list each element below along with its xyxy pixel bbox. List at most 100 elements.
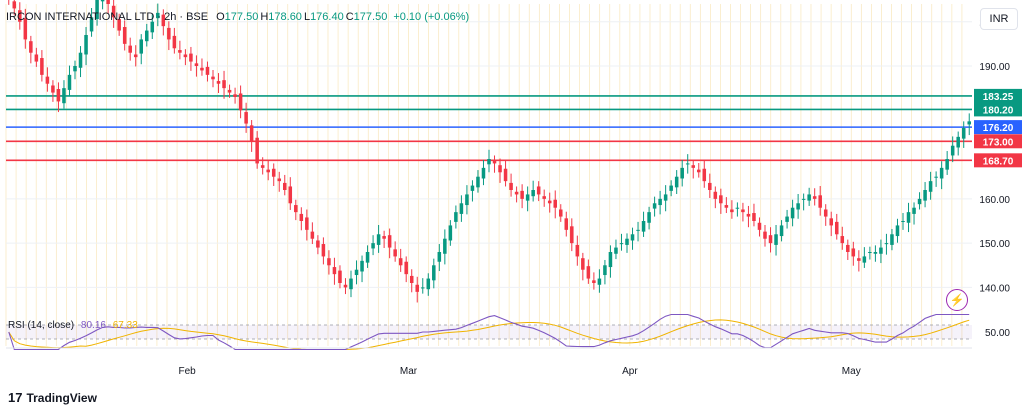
candle-body: [409, 275, 414, 283]
candle-body: [741, 209, 745, 213]
candle-body: [161, 14, 166, 27]
rsi-header: RSI (14, close) 80.16 67.33: [8, 320, 138, 331]
candle-body: [222, 80, 226, 89]
rsi-value: 80.16: [80, 320, 106, 331]
candle-body: [294, 205, 298, 213]
tradingview-logo[interactable]: 17 TradingView: [8, 390, 97, 405]
candle-body: [630, 234, 635, 241]
candle-body: [807, 194, 811, 201]
candle-body: [801, 198, 806, 200]
candle-body: [122, 27, 127, 44]
candle-body: [448, 225, 453, 241]
tv-logo-text: TradingView: [26, 390, 97, 405]
candle-body: [310, 231, 315, 239]
tv-logo-icon: 17: [8, 390, 23, 405]
candle-body: [117, 19, 121, 31]
symbol-header: IRCON INTERNATIONAL LTD · 2h · BSE O 177…: [6, 6, 469, 28]
candle-body: [823, 209, 828, 217]
candle-body: [895, 225, 900, 237]
level-badge: [974, 134, 1022, 149]
candle-body: [211, 76, 215, 80]
candle-body: [663, 194, 668, 201]
candle-body: [917, 198, 922, 205]
candle-body: [614, 247, 618, 254]
level-badge: [974, 120, 1022, 135]
candle-body: [713, 191, 718, 199]
candle-body: [525, 194, 530, 201]
candle-body: [365, 252, 370, 263]
rsi-ma-line: [8, 319, 970, 350]
candle-body: [194, 63, 199, 66]
symbol-title[interactable]: IRCON INTERNATIONAL LTD · 2h · BSE: [6, 11, 209, 23]
candle-body: [415, 284, 420, 292]
rsi-label[interactable]: RSI (14, close): [8, 320, 75, 331]
candle-body: [890, 234, 894, 245]
candle-body: [89, 17, 94, 32]
candle-body: [387, 235, 392, 248]
candle-body: [846, 244, 850, 252]
lightning-icon[interactable]: ⚡: [946, 289, 968, 311]
close-value: 177.50: [353, 11, 388, 23]
candle-body: [763, 231, 767, 239]
candle-body: [133, 54, 138, 58]
candle-body: [680, 167, 684, 179]
candle-body: [950, 145, 955, 156]
candle-body: [812, 196, 817, 199]
candle-body: [928, 181, 933, 192]
candle-body: [111, 5, 116, 18]
candle-body: [724, 205, 729, 208]
chart-grid: [5, 4, 972, 346]
candle-body: [790, 207, 795, 219]
currency-button[interactable]: INR: [980, 8, 1018, 30]
price-tick-label: 190.00: [979, 62, 1010, 73]
candle-body: [459, 203, 464, 214]
candle-body: [708, 182, 712, 190]
candle-body: [172, 35, 177, 49]
rsi-pane: 50.00: [6, 313, 1010, 351]
candle-body: [238, 93, 243, 111]
level-label: 183.25: [983, 92, 1014, 103]
candle-body: [696, 169, 701, 173]
open-value: 177.50: [224, 11, 259, 23]
candle-body: [796, 203, 800, 210]
candle-body: [360, 260, 364, 272]
candle-body: [647, 212, 651, 223]
candle-body: [961, 128, 966, 139]
candle-body: [625, 238, 629, 245]
candle-body: [719, 195, 723, 204]
rsi-line: [8, 313, 970, 351]
candle-body: [233, 94, 237, 97]
candle-body: [873, 252, 878, 254]
candle-body: [752, 213, 756, 221]
candle-body: [879, 247, 883, 254]
candle-body: [868, 252, 872, 253]
candle-body: [100, 0, 105, 2]
candle-body: [305, 217, 309, 230]
level-badge: [974, 102, 1022, 117]
candle-body: [592, 280, 596, 283]
candle-body: [271, 168, 276, 177]
candle-body: [282, 182, 287, 190]
candle-body: [343, 284, 348, 288]
candle-body: [774, 234, 778, 245]
candle-body: [216, 81, 221, 84]
level-label: 173.00: [983, 137, 1014, 148]
candle-body: [476, 176, 480, 188]
candle-body: [156, 12, 160, 19]
candle-body: [597, 278, 602, 285]
candle-body: [934, 176, 938, 178]
candle-body: [84, 35, 88, 55]
candle-body: [332, 267, 337, 275]
close-label: C: [345, 11, 354, 23]
candle-body: [636, 229, 640, 231]
candle-body: [514, 191, 519, 195]
candle-body: [608, 252, 613, 268]
candle-body: [553, 199, 558, 208]
candle-body: [349, 278, 353, 290]
candle-body: [189, 53, 193, 62]
candle-body: [465, 194, 469, 206]
candle-body: [641, 221, 646, 232]
time-tick-label: Mar: [400, 366, 418, 377]
candle-body: [12, 1, 17, 9]
